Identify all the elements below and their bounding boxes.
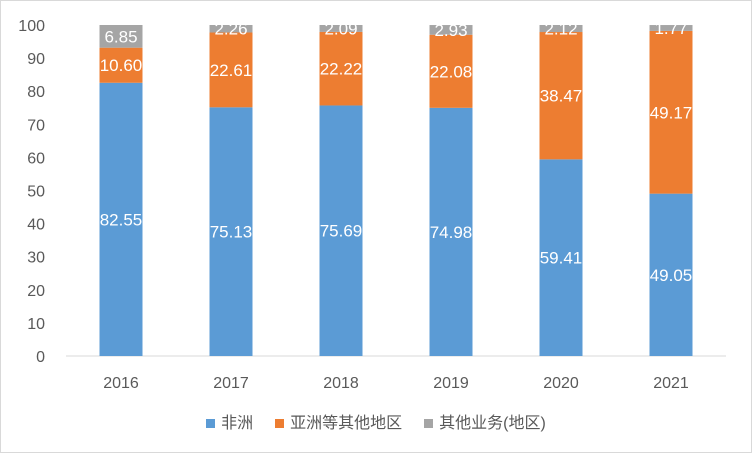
bar-0 [539,159,583,356]
data-label: 2.26 [214,20,247,39]
data-label: 22.22 [320,60,363,79]
bar-0 [429,107,473,357]
legend-label: 非洲 [221,415,254,432]
data-label: 59.41 [540,249,583,268]
data-label: 49.17 [650,103,693,122]
legend-label: 亚洲等其他地区 [290,415,403,432]
bar-0 [209,107,253,356]
y-tick-label: 80 [27,84,45,101]
bar-2 [99,25,143,48]
bar-2 [539,25,583,33]
legend-swatch [424,419,434,429]
legend: 非洲 亚洲等其他地区 其他业务(地区) [1,409,751,433]
y-tick-label: 100 [18,18,45,35]
y-tick-label: 10 [27,316,45,333]
y-tick-label: 70 [27,117,45,134]
y-tick-label: 0 [36,349,45,366]
legend-item: 亚洲等其他地区 [275,409,402,433]
y-tick-label: 30 [27,250,45,267]
data-label: 2.09 [324,19,357,38]
data-label: 75.13 [210,223,253,242]
y-tick-label: 20 [27,283,45,300]
bar-0 [319,105,363,357]
bar-1 [429,34,473,108]
y-tick-label: 50 [27,184,45,201]
bar-1 [649,30,693,194]
bar-0 [649,193,693,356]
data-label: 6.85 [104,27,137,46]
data-label: 38.47 [540,87,583,106]
bar-2 [319,25,363,32]
x-tick-label: 2020 [543,375,579,392]
data-label: 75.69 [320,222,363,241]
bar-1 [209,32,253,108]
bar-1 [319,31,363,106]
legend-item: 非洲 [206,409,253,433]
y-tick-label: 40 [27,217,45,234]
data-label: 22.61 [210,61,253,80]
legend-label: 其他业务(地区) [439,415,546,432]
bar-1 [99,47,143,83]
x-tick-label: 2017 [213,375,249,392]
x-tick-label: 2021 [653,375,689,392]
bar-2 [209,25,253,33]
data-label: 49.05 [650,266,693,285]
legend-item: 其他业务(地区) [424,409,546,433]
legend-swatch [275,419,285,429]
data-label: 82.55 [100,210,143,229]
data-label: 22.08 [430,62,473,81]
data-label: 2.12 [544,20,577,39]
bar-2 [649,25,693,31]
x-tick-label: 2016 [103,375,139,392]
x-tick-label: 2018 [323,375,359,392]
bar-1 [539,32,583,160]
bar-0 [99,82,143,357]
data-label: 2.93 [434,21,467,40]
y-tick-label: 60 [27,150,45,167]
x-tick-label: 2019 [433,375,469,392]
data-label: 10.60 [100,56,143,75]
data-label: 74.98 [430,223,473,242]
bar-2 [429,25,473,35]
legend-swatch [206,419,216,429]
data-label: 1.77 [654,19,687,38]
y-tick-label: 90 [27,51,45,68]
